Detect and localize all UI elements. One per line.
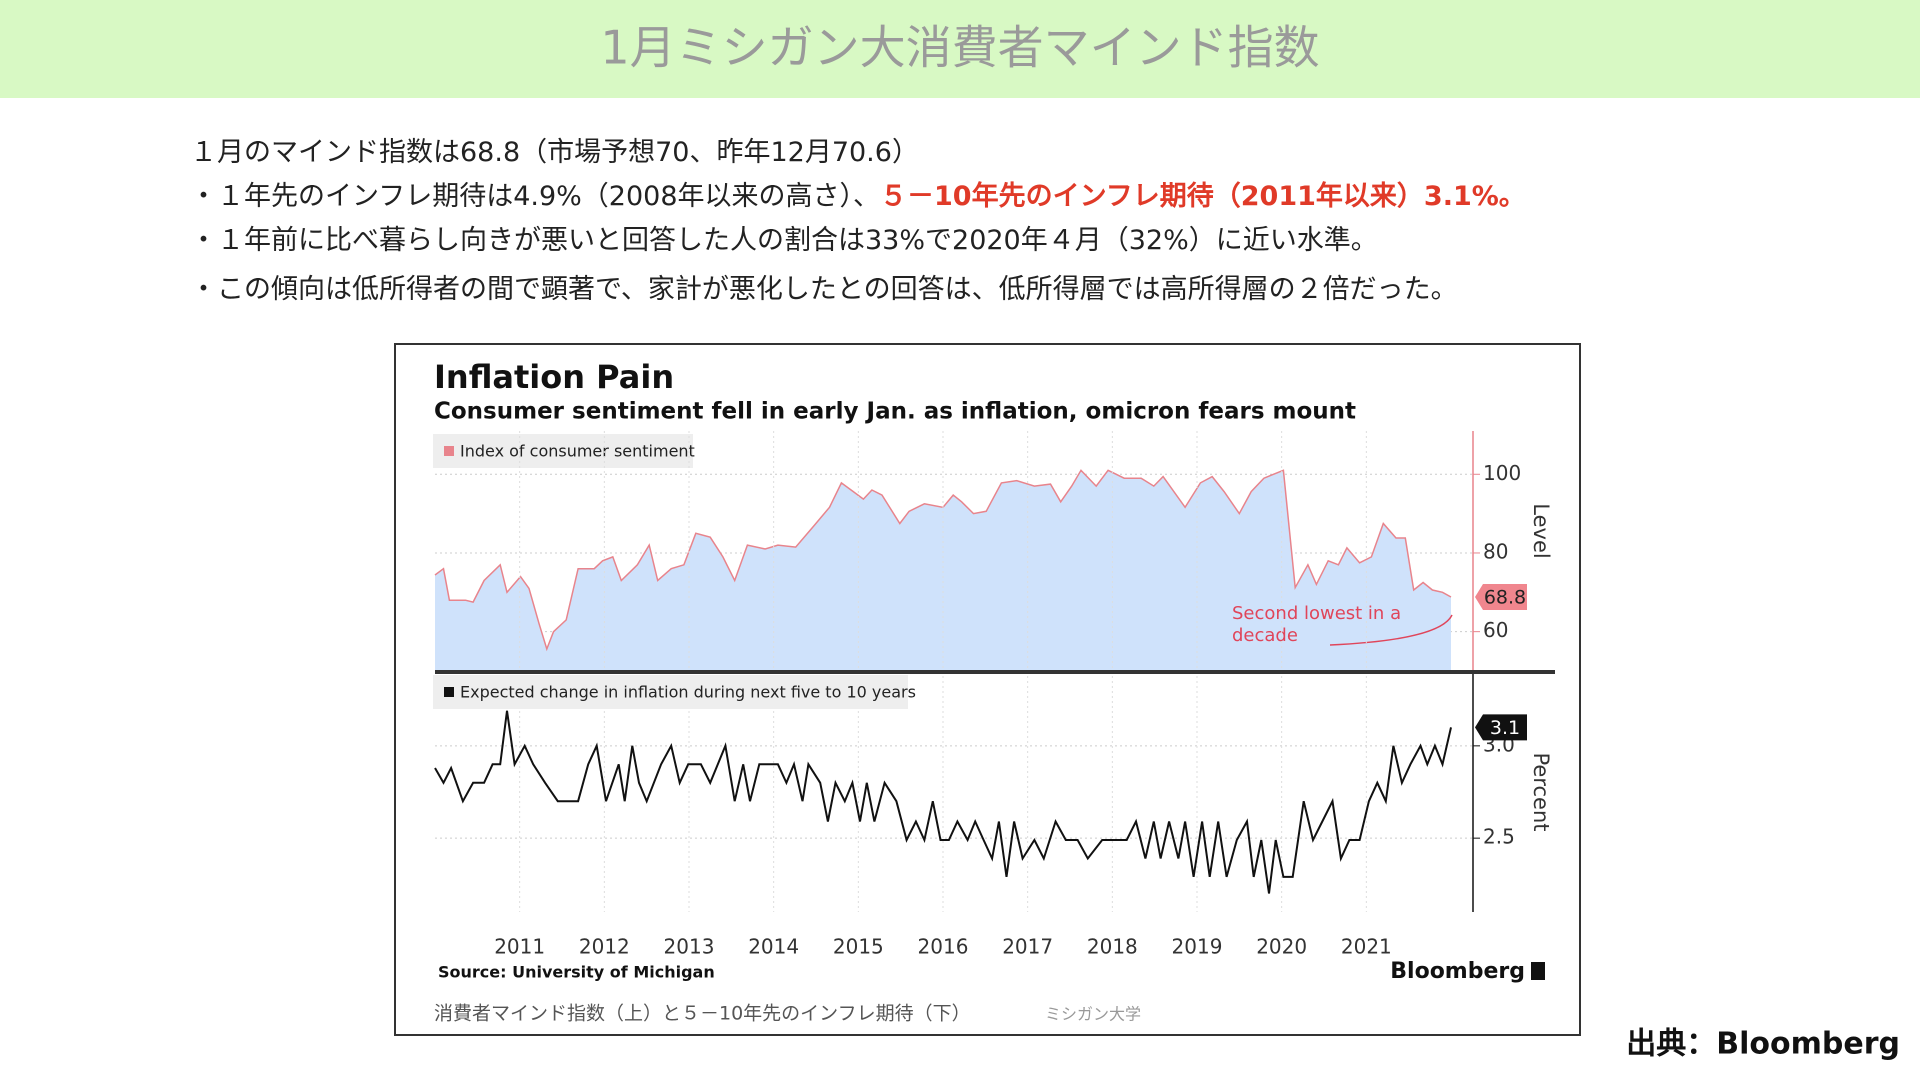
x-tick-label: 2019 <box>1172 935 1223 959</box>
bullet-segment: １月のマインド指数は68.8（市場予想70、昨年12月70.6） <box>190 137 919 168</box>
y-axis-label: Percent <box>1529 752 1553 831</box>
legend-box <box>433 675 908 709</box>
bullet-line: ・この傾向は低所得者の間で顕著で、家計が悪化したとの回答は、低所得層では高所得層… <box>190 274 1458 305</box>
y-tick-label: 60 <box>1483 618 1508 642</box>
x-tick-label: 2015 <box>833 935 884 959</box>
logo-icon <box>1531 962 1545 980</box>
plot: 60 80 100 Level Index of consumer sentiment 6… <box>433 431 1555 959</box>
x-tick-label: 2018 <box>1087 935 1138 959</box>
x-tick-label: 2011 <box>494 935 545 959</box>
bullet-segment: ・１年先のインフレ期待は4.9%（2008年以来の高さ）、 <box>190 181 880 212</box>
y-tick-label: 100 <box>1483 461 1521 485</box>
x-tick-label: 2012 <box>579 935 630 959</box>
credit: 出典：Bloomberg <box>1626 1027 1900 1062</box>
value-flag <box>1475 714 1527 741</box>
annotation-line: Second lowest in a <box>1232 603 1401 624</box>
annotation-curve <box>1329 614 1453 646</box>
x-tick-label: 2013 <box>664 935 715 959</box>
value-label: 3.1 <box>1490 717 1520 739</box>
bullet-segment: ５－10年先のインフレ期待（2011年以来）3.1%。 <box>880 180 1526 212</box>
chart-source: Source: University of Michigan <box>438 963 715 982</box>
header-band <box>0 0 1920 98</box>
annotation-line: decade <box>1232 625 1298 646</box>
bullet-line: ・１年前に比べ暮らし向きが悪いと回答した人の割合は33%で2020年４月（32%… <box>190 225 1378 256</box>
area <box>435 470 1451 671</box>
x-tick-label: 2016 <box>918 935 969 959</box>
y-tick-label: 2.5 <box>1483 825 1515 849</box>
bullet-segment: ・１年前に比べ暮らし向きが悪いと回答した人の割合は33%で2020年４月（32%… <box>190 225 1378 256</box>
line <box>434 710 1452 894</box>
y-tick-label: 80 <box>1483 539 1508 563</box>
y-axis-label: Level <box>1529 503 1553 558</box>
legend-label: Index of consumer sentiment <box>460 442 695 461</box>
chart-subtitle: Consumer sentiment fell in early Jan. as… <box>434 399 1356 425</box>
value-flag <box>1475 584 1527 611</box>
x-tick-label: 2020 <box>1256 935 1307 959</box>
bullet-line: １月のマインド指数は68.8（市場予想70、昨年12月70.6） <box>190 137 919 168</box>
legend-swatch <box>444 687 454 697</box>
bullets: １月のマインド指数は68.8（市場予想70、昨年12月70.6） ・１年先のインフ… <box>190 137 1526 305</box>
caption: 消費者マインド指数（上）と５－10年先のインフレ期待（下） <box>434 1003 971 1025</box>
bullet-segment: ・この傾向は低所得者の間で顕著で、家計が悪化したとの回答は、低所得層では高所得層… <box>190 274 1458 305</box>
x-tick-label: 2017 <box>1002 935 1053 959</box>
logo: Bloomberg <box>1390 959 1525 984</box>
slide-title: 1月ミシガン大消費者マインド指数 <box>600 21 1319 75</box>
chart-title: Inflation Pain <box>434 358 674 396</box>
line <box>434 469 1452 652</box>
x-tick-label: 2014 <box>748 935 799 959</box>
legend-label: Expected change in inflation during next… <box>460 683 916 702</box>
legend-box <box>433 434 693 468</box>
bullet-line: ・１年先のインフレ期待は4.9%（2008年以来の高さ）、５－10年先のインフレ… <box>190 180 1526 212</box>
legend-swatch <box>444 446 454 456</box>
caption-source: ミシガン大学 <box>1045 1005 1141 1024</box>
value-label: 68.8 <box>1484 587 1526 609</box>
x-tick-label: 2021 <box>1341 935 1392 959</box>
annotation: Second lowest in a decade <box>1232 603 1401 646</box>
